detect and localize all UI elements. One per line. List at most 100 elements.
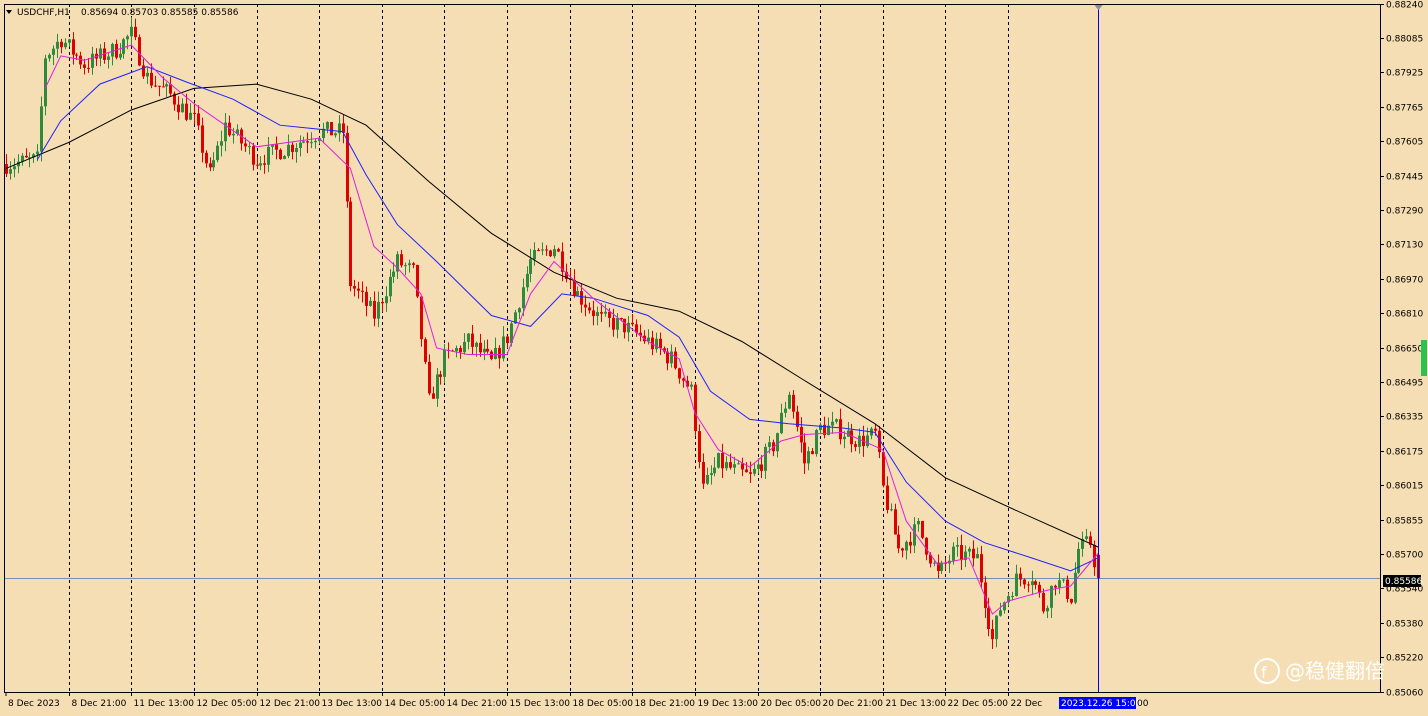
candle-body[interactable]: [698, 431, 701, 463]
candle-body[interactable]: [306, 141, 309, 143]
candle-body[interactable]: [874, 428, 877, 431]
candle-body[interactable]: [44, 58, 47, 107]
candle-body[interactable]: [909, 541, 912, 546]
candle-body[interactable]: [573, 279, 576, 296]
candle-body[interactable]: [929, 554, 932, 564]
candle-body[interactable]: [815, 430, 818, 455]
candle-body[interactable]: [111, 43, 114, 57]
candle-body[interactable]: [639, 332, 642, 336]
candle-body[interactable]: [40, 106, 43, 152]
candle-body[interactable]: [154, 85, 157, 87]
candle-body[interactable]: [381, 301, 384, 304]
candle-body[interactable]: [776, 433, 779, 452]
candle-body[interactable]: [353, 286, 356, 289]
candle-body[interactable]: [256, 164, 259, 166]
candle-body[interactable]: [232, 133, 235, 136]
candle-body[interactable]: [436, 374, 439, 399]
candle-body[interactable]: [502, 336, 505, 359]
candle-body[interactable]: [803, 442, 806, 464]
candle-body[interactable]: [32, 154, 35, 158]
candle-body[interactable]: [455, 347, 458, 352]
candle-body[interactable]: [162, 86, 165, 88]
candle-body[interactable]: [228, 122, 231, 136]
candle-body[interactable]: [498, 347, 501, 359]
candle-body[interactable]: [807, 451, 810, 464]
candle-body[interactable]: [142, 65, 145, 77]
candle-body[interactable]: [733, 464, 736, 468]
candle-body[interactable]: [890, 509, 893, 511]
candle-body[interactable]: [389, 276, 392, 297]
candle-body[interactable]: [1019, 573, 1022, 580]
candle-body[interactable]: [921, 520, 924, 538]
candle-body[interactable]: [690, 384, 693, 387]
candle-body[interactable]: [283, 156, 286, 160]
candle-body[interactable]: [1046, 607, 1049, 612]
candle-body[interactable]: [107, 56, 110, 60]
candle-body[interactable]: [483, 348, 486, 353]
candle-body[interactable]: [694, 384, 697, 432]
candle-body[interactable]: [1027, 584, 1030, 586]
candle-body[interactable]: [224, 122, 227, 142]
candle-body[interactable]: [631, 322, 634, 325]
candle-body[interactable]: [835, 419, 838, 422]
candle-body[interactable]: [737, 463, 740, 465]
candle-body[interactable]: [741, 463, 744, 470]
candle-body[interactable]: [655, 338, 658, 350]
candle-body[interactable]: [64, 42, 67, 48]
candle-body[interactable]: [193, 112, 196, 114]
candle-body[interactable]: [432, 393, 435, 399]
candle-body[interactable]: [72, 39, 75, 55]
candle-body[interactable]: [580, 291, 583, 305]
candle-body[interactable]: [212, 160, 215, 168]
candle-body[interactable]: [796, 411, 799, 427]
candle-body[interactable]: [36, 151, 39, 155]
candle-body[interactable]: [553, 249, 556, 257]
candle-body[interactable]: [592, 310, 595, 317]
candle-body[interactable]: [439, 374, 442, 377]
candle-body[interactable]: [811, 451, 814, 455]
candle-body[interactable]: [1042, 592, 1045, 612]
candle-body[interactable]: [126, 36, 129, 40]
candle-body[interactable]: [60, 41, 63, 48]
time-axis[interactable]: 8 Dec 2023 8 Dec 21:00 11 Dec 13:00 12 Dec …: [5, 692, 1042, 709]
candle-body[interactable]: [252, 146, 255, 165]
candle-body[interactable]: [768, 442, 771, 447]
candle-body[interactable]: [318, 138, 321, 141]
candle-body[interactable]: [541, 249, 544, 251]
candle-body[interactable]: [25, 155, 28, 158]
candle-body[interactable]: [839, 419, 842, 440]
candle-body[interactable]: [917, 520, 920, 525]
candle-body[interactable]: [800, 426, 803, 443]
candle-body[interactable]: [764, 446, 767, 471]
candle-body[interactable]: [122, 39, 125, 54]
candle-body[interactable]: [847, 430, 850, 437]
candle-body[interactable]: [87, 67, 90, 69]
candle-body[interactable]: [365, 291, 368, 306]
candle-body[interactable]: [1011, 596, 1014, 598]
candle-body[interactable]: [721, 453, 724, 469]
candle-body[interactable]: [369, 300, 372, 306]
candle-body[interactable]: [620, 318, 623, 320]
candle-body[interactable]: [385, 296, 388, 304]
candle-body[interactable]: [48, 54, 51, 59]
candle-body[interactable]: [858, 435, 861, 447]
candle-body[interactable]: [514, 312, 517, 324]
candle-body[interactable]: [964, 551, 967, 561]
candle-body[interactable]: [338, 123, 341, 134]
candle-body[interactable]: [706, 474, 709, 484]
candle-body[interactable]: [588, 307, 591, 311]
candle-body[interactable]: [627, 322, 630, 333]
scroll-marker[interactable]: [1421, 340, 1427, 376]
candle-body[interactable]: [185, 103, 188, 120]
candle-body[interactable]: [400, 254, 403, 266]
candle-body[interactable]: [623, 318, 626, 333]
candle-body[interactable]: [995, 615, 998, 640]
candle-body[interactable]: [843, 436, 846, 440]
candle-body[interactable]: [1058, 580, 1061, 588]
candle-body[interactable]: [960, 545, 963, 561]
candle-body[interactable]: [1089, 536, 1092, 545]
candle-body[interactable]: [346, 132, 349, 202]
candle-body[interactable]: [819, 424, 822, 431]
candle-body[interactable]: [342, 123, 345, 133]
